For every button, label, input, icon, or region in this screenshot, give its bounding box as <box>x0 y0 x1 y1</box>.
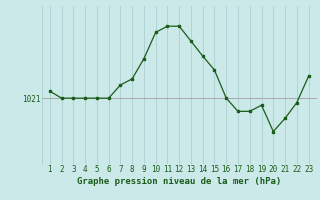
X-axis label: Graphe pression niveau de la mer (hPa): Graphe pression niveau de la mer (hPa) <box>77 177 281 186</box>
